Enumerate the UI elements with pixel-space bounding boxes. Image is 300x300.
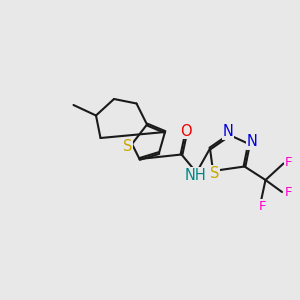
Text: NH: NH (184, 168, 206, 183)
Text: N: N (247, 134, 257, 149)
Text: F: F (259, 200, 266, 213)
Text: S: S (210, 166, 219, 181)
Text: S: S (123, 140, 132, 154)
Text: O: O (180, 124, 192, 139)
Text: N: N (223, 124, 233, 140)
Text: F: F (284, 185, 292, 199)
Text: F: F (285, 155, 293, 169)
